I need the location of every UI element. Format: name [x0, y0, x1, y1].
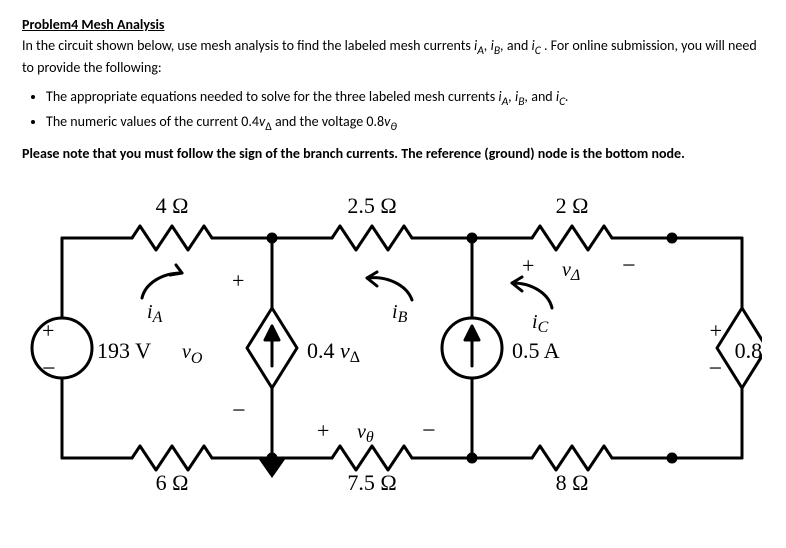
ib-label: iB	[392, 301, 408, 326]
vcvs-plus: +	[710, 318, 722, 343]
ia-label: iA	[147, 301, 163, 326]
vdelta-minus: −	[622, 253, 636, 279]
circuit-svg: 4 Ω 2.5 Ω 2 Ω 6 Ω 7.5 Ω 8 Ω + − 193 V vO…	[22, 178, 762, 498]
vdelta-plus: +	[522, 253, 534, 278]
v1-label: 193 V	[97, 338, 151, 363]
problem-note: Please note that you must follow the sig…	[22, 145, 764, 164]
bullet1-varc: iC.	[556, 88, 569, 105]
vo-plus: +	[232, 268, 244, 293]
i1-label: 0.5 A	[512, 338, 560, 363]
problem-intro: In the circuit shown below, use mesh ana…	[22, 37, 764, 78]
cccs-label: 0.4 vΔ	[307, 338, 360, 366]
vo-minus: −	[232, 398, 246, 424]
vtheta-plus: +	[317, 418, 329, 443]
vdelta-label: vΔ	[562, 259, 580, 284]
bullet2-text: The numeric values of the current 0.4vΔ …	[46, 113, 397, 130]
r5-label: 7.5 Ω	[347, 470, 396, 495]
r6-label: 8 Ω	[556, 470, 589, 495]
bullet1-text: The appropriate equations needed to solv…	[46, 88, 498, 105]
ic-label: iC	[532, 311, 549, 336]
v1-plus: +	[42, 318, 54, 343]
bullet1-and: and	[531, 88, 556, 105]
v1-minus: −	[42, 356, 56, 382]
r3-label: 2 Ω	[556, 193, 589, 218]
vo-label: vO	[182, 341, 203, 367]
list-item: The appropriate equations needed to solv…	[46, 88, 764, 111]
problem-title: Problem4 Mesh Analysis	[22, 16, 164, 33]
r4-label: 6 Ω	[156, 470, 189, 495]
requirements-list: The appropriate equations needed to solv…	[46, 88, 764, 135]
vtheta-label: vθ	[357, 421, 374, 446]
intro-text-a: In the circuit shown below, use mesh ana…	[22, 37, 474, 54]
circuit-figure: 4 Ω 2.5 Ω 2 Ω 6 Ω 7.5 Ω 8 Ω + − 193 V vO…	[22, 178, 764, 498]
list-item: The numeric values of the current 0.4vΔ …	[46, 113, 764, 136]
vcvs-label: 0.8 vθ	[735, 338, 762, 366]
intro-var-c: iC	[532, 37, 541, 54]
r2-label: 2.5 Ω	[347, 193, 396, 218]
intro-text-mid: and	[507, 37, 532, 54]
vcvs-minus: −	[708, 356, 722, 382]
r1-label: 4 Ω	[156, 193, 189, 218]
intro-vars: iA, iB,	[474, 37, 504, 54]
bullet1-vars: iA, iB,	[498, 88, 528, 105]
vtheta-minus: −	[422, 418, 436, 444]
problem-heading: Problem4 Mesh Analysis	[22, 16, 764, 35]
